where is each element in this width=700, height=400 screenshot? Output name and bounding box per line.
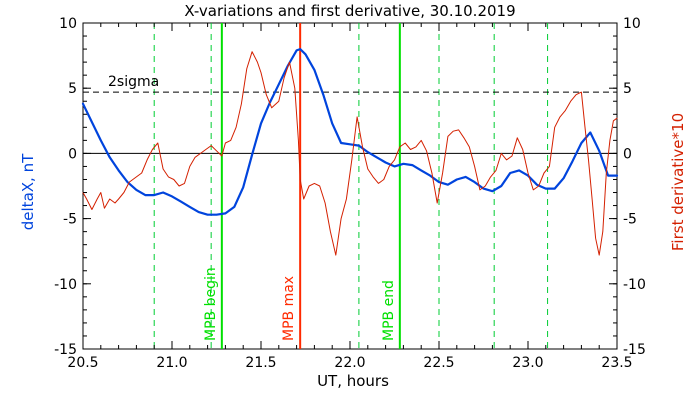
x-tick-label: 22.0 [334, 355, 365, 371]
derivative-series-line [82, 51, 618, 256]
event-marker-label: MPB begin [203, 267, 219, 341]
deltax-series-line [81, 47, 619, 216]
x-tick-label: 21.0 [156, 355, 187, 371]
y-tick-label: 0 [68, 146, 77, 162]
y-axis-label: deltaX, nT [19, 153, 37, 230]
chart-title: X-variations and first derivative, 30.10… [184, 2, 515, 20]
y2-tick-label: 5 [623, 81, 632, 97]
event-marker-label: MPB max [281, 276, 297, 341]
x-tick-label: 21.5 [245, 355, 276, 371]
x-axis-label: UT, hours [317, 372, 389, 390]
x-tick-label: 22.5 [423, 355, 454, 371]
y2-tick-label: -5 [623, 212, 637, 228]
y2-axis-label: First derivative*10 [669, 113, 687, 251]
y-tick-label: -10 [54, 277, 77, 293]
y-tick-label: 5 [68, 81, 77, 97]
y2-tick-label: -15 [623, 342, 646, 358]
y2-tick-label: -10 [623, 277, 646, 293]
event-marker-label: MPB end [381, 280, 397, 341]
y2-tick-label: 0 [623, 146, 632, 162]
y-tick-label: 10 [59, 16, 77, 32]
x-tick-label: 20.5 [67, 355, 98, 371]
y-tick-label: -15 [54, 342, 77, 358]
x-tick-label: 23.0 [512, 355, 543, 371]
plot-frame [82, 22, 618, 350]
y-tick-label: -5 [63, 212, 77, 228]
y2-tick-label: 10 [623, 16, 641, 32]
sigma-label: 2sigma [108, 74, 159, 90]
x-tick-label: 23.5 [601, 355, 632, 371]
